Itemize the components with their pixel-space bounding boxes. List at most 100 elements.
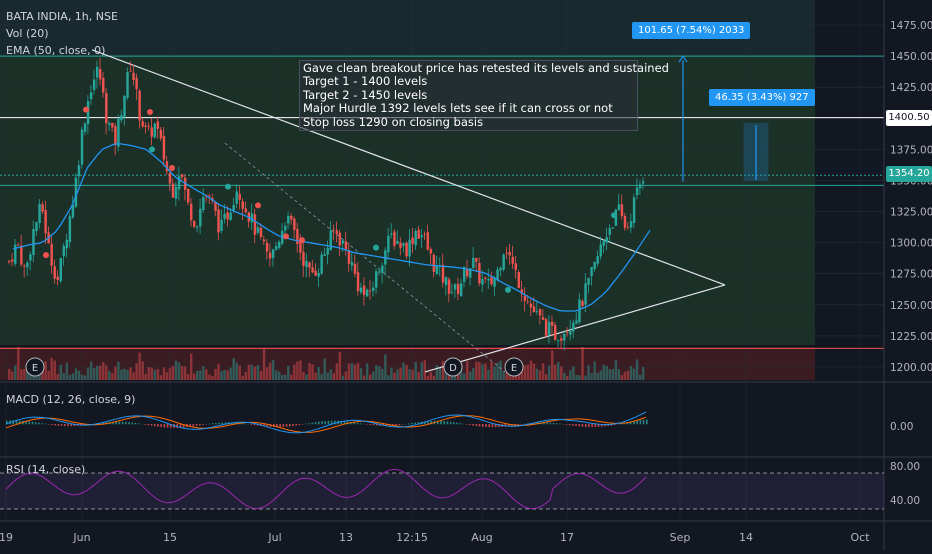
candle-body <box>345 241 347 249</box>
volume-bar <box>405 365 407 380</box>
price-tick-label: 1325.00 <box>890 207 932 219</box>
volume-bar <box>175 361 177 380</box>
macd-pane[interactable] <box>6 412 648 433</box>
candle-body <box>533 306 535 312</box>
volume-bar <box>135 363 137 380</box>
volume-bar <box>345 371 347 380</box>
volume-bar <box>205 369 207 380</box>
price-tick-label: 1275.00 <box>890 269 932 281</box>
time-tick-label: Sep <box>670 531 691 544</box>
volume-bar <box>236 363 238 380</box>
macd-histogram-bar <box>244 424 246 425</box>
macd-histogram-bar <box>585 424 587 427</box>
volume-bar <box>208 374 210 380</box>
volume-bar <box>178 362 180 380</box>
macd-histogram-bar <box>167 424 169 428</box>
candle-body <box>102 78 104 93</box>
volume-bar <box>196 371 198 380</box>
macd-histogram-bar <box>469 424 471 425</box>
volume-bar <box>172 366 174 380</box>
volume-bar <box>251 365 253 380</box>
candle-body <box>226 212 228 219</box>
volume-bar <box>469 372 471 380</box>
candle-body <box>481 279 483 285</box>
volume-bar <box>272 360 274 380</box>
volume-bar <box>190 354 192 380</box>
volume-bar <box>399 368 401 380</box>
candle-body <box>145 125 147 126</box>
volume-bar <box>548 366 550 380</box>
ema-indicator-label[interactable]: EMA (50, close, 0) <box>6 44 105 57</box>
volume-bar <box>305 374 307 380</box>
macd-histogram-bar <box>550 423 552 425</box>
volume-bar <box>581 347 583 380</box>
candle-body <box>242 201 244 208</box>
macd-histogram-bar <box>32 422 34 425</box>
candle-body <box>260 228 262 237</box>
candle-body <box>487 279 489 281</box>
candle-body <box>372 288 374 291</box>
candle-body <box>411 238 413 244</box>
candle-body <box>366 290 368 297</box>
volume-bar <box>105 365 107 380</box>
macd-histogram-bar <box>360 423 362 424</box>
projection-tag-1[interactable]: 101.65 (7.54%) 2033 <box>632 22 750 39</box>
volume-bar <box>615 360 617 380</box>
candle-body <box>633 198 635 223</box>
candle-body <box>311 267 313 272</box>
macd-indicator-label[interactable]: MACD (12, 26, close, 9) <box>6 393 135 406</box>
price-level-tag: 1400.50 <box>886 110 932 126</box>
projection-tag-2[interactable]: 46.35 (3.43%) 927 <box>709 89 815 106</box>
volume-bar <box>275 370 277 380</box>
volume-bar <box>78 371 80 380</box>
symbol-title[interactable]: BATA INDIA, 1h, NSE <box>6 10 118 23</box>
volume-bar <box>302 372 304 380</box>
candle-body <box>54 266 56 278</box>
candle-body <box>117 118 119 146</box>
rsi-indicator-label[interactable]: RSI (14, close) <box>6 463 85 476</box>
macd-histogram-bar <box>357 423 359 424</box>
macd-histogram-bar <box>138 423 140 424</box>
candle-body <box>342 241 344 244</box>
volume-bar <box>499 360 501 380</box>
volume-bar <box>114 366 116 380</box>
macd-histogram-bar <box>447 421 449 424</box>
candle-body <box>41 204 43 211</box>
volume-bar <box>60 365 62 380</box>
volume-bar <box>393 373 395 380</box>
candle-body <box>290 216 292 220</box>
candle-body <box>436 266 438 275</box>
time-tick-label: Jul <box>267 531 281 544</box>
candle-body <box>396 241 398 244</box>
macd-histogram-bar <box>517 424 519 425</box>
analysis-note[interactable]: Gave clean breakout price has retested i… <box>299 60 638 131</box>
candle-body <box>357 272 359 291</box>
volume-bar <box>87 368 89 380</box>
candle-body <box>314 271 316 276</box>
volume-bar <box>226 370 228 380</box>
candle-body <box>135 78 137 89</box>
candle-body <box>636 188 638 196</box>
volume-bar <box>530 361 532 380</box>
macd-histogram-bar <box>636 421 638 425</box>
candle-body <box>96 67 98 78</box>
macd-histogram-bar <box>566 424 568 425</box>
macd-histogram-bar <box>411 423 413 424</box>
candle-body <box>496 270 498 280</box>
candle-body <box>524 296 526 301</box>
candle-body <box>138 91 140 121</box>
candle-body <box>305 261 307 267</box>
volume-bar <box>54 361 56 380</box>
volume-bar <box>242 376 244 380</box>
volume-indicator-label[interactable]: Vol (20) <box>6 27 49 40</box>
macd-histogram-bar <box>488 424 490 427</box>
volume-bar <box>490 362 492 380</box>
volume-bar <box>129 367 131 380</box>
volume-bar <box>584 376 586 380</box>
volume-bar <box>141 361 143 380</box>
volume-bar <box>533 364 535 380</box>
volume-bar <box>354 365 356 380</box>
volume-bar <box>408 369 410 380</box>
macd-histogram-bar <box>456 423 458 425</box>
